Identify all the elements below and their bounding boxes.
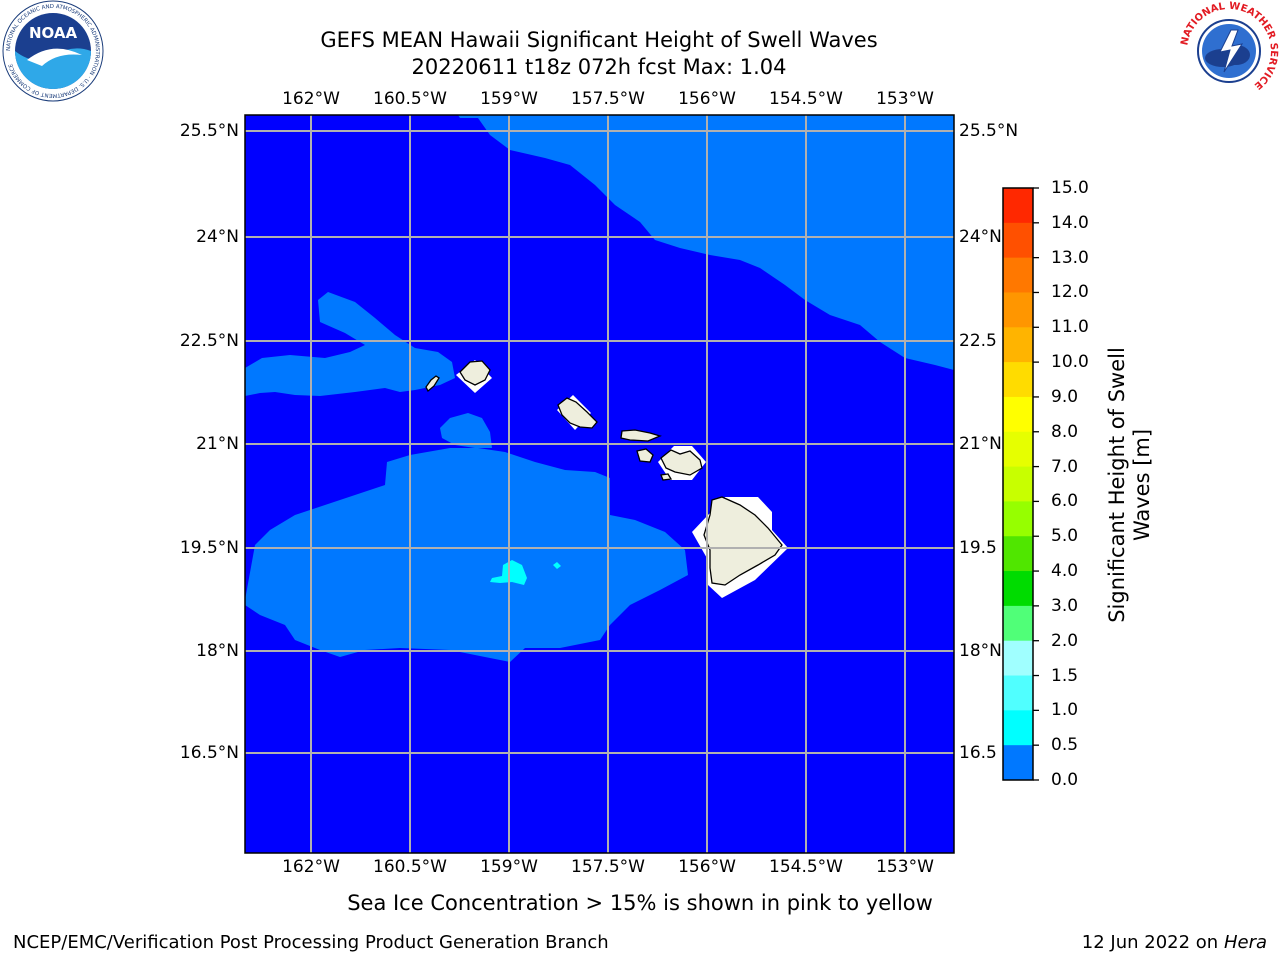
- colorbar-label: 2.0: [1051, 630, 1079, 651]
- swell-region-kauai-channel: [440, 413, 492, 448]
- colorbar-label: 6.0: [1051, 491, 1079, 512]
- colorbar-label: 1.5: [1051, 665, 1079, 686]
- lon-tick-bottom-162w: 162°W: [282, 857, 340, 877]
- producer-credit: NCEP/EMC/Verification Post Processing Pr…: [13, 932, 609, 953]
- colorbar-segment: [1003, 571, 1033, 607]
- lon-tick-top-153w: 153°W: [876, 89, 934, 109]
- lat-tick-right-22-5n: 22.5: [959, 331, 997, 351]
- colorbar-segment: [1003, 188, 1033, 224]
- colorbar-segment: [1003, 396, 1033, 433]
- lat-tick-left-24n: 24°N: [196, 227, 239, 247]
- colorbar-segment: [1003, 222, 1033, 259]
- colorbar-segment: [1003, 362, 1033, 398]
- lat-tick-right-21n: 21°N: [959, 434, 1002, 454]
- island-niihau: [425, 375, 440, 393]
- lat-tick-left-19-5n: 19.5°N: [179, 538, 239, 558]
- lat-tick-right-18n: 18°N: [959, 641, 1002, 661]
- island-lanai: [636, 448, 654, 463]
- swell-peak-spot: [553, 562, 561, 569]
- sea-ice-footnote: Sea Ice Concentration > 15% is shown in …: [347, 891, 933, 915]
- map-frame: [244, 114, 955, 854]
- lon-tick-top-162w: 162°W: [282, 89, 340, 109]
- lat-tick-left-18n: 18°N: [196, 641, 239, 661]
- colorbar-label: 0.0: [1051, 770, 1079, 790]
- colorbar-label: 5.0: [1051, 526, 1079, 547]
- lon-tick-top-156w: 156°W: [678, 89, 736, 109]
- island-kauai: [459, 360, 491, 386]
- lon-tick-bottom-153w: 153°W: [876, 857, 934, 877]
- lat-tick-right-19-5n: 19.5: [959, 538, 997, 558]
- nws-logo: NATIONAL WEATHER SERVICE: [1179, 1, 1279, 101]
- colorbar-label: 15.0: [1051, 178, 1089, 198]
- lat-tick-left-16-5n: 16.5°N: [179, 743, 239, 763]
- lon-tick-bottom-159w: 159°W: [480, 857, 538, 877]
- colorbar-label: 8.0: [1051, 421, 1079, 442]
- swell-region-south: [245, 448, 688, 662]
- swell-region-northwest: [245, 292, 455, 396]
- colorbar-segment: [1003, 640, 1033, 677]
- colorbar-segment: [1003, 431, 1033, 468]
- host-name: Hera: [1223, 932, 1267, 953]
- noaa-logo: NATIONAL OCEANIC AND ATMOSPHERIC ADMINIS…: [2, 0, 104, 102]
- colorbar-label: 14.0: [1051, 212, 1089, 233]
- colorbar-label: 0.5: [1051, 735, 1079, 756]
- colorbar-frame: [1002, 187, 1034, 781]
- island-oahu: [557, 397, 598, 429]
- colorbar-segment: [1003, 605, 1033, 642]
- lat-tick-left-21n: 21°N: [196, 434, 239, 454]
- colorbar-label: 7.0: [1051, 456, 1079, 477]
- island-maui: [660, 449, 703, 476]
- lon-tick-top-154-5w: 154.5°W: [769, 89, 843, 109]
- lat-tick-right-24n: 24°N: [959, 227, 1002, 247]
- lon-tick-bottom-156w: 156°W: [678, 857, 736, 877]
- colorbar-segment: [1003, 257, 1033, 293]
- lon-tick-bottom-160-5w: 160.5°W: [373, 857, 447, 877]
- colorbar-label: 11.0: [1051, 317, 1089, 338]
- colorbar-segment: [1003, 501, 1033, 537]
- colorbar-title: Significant Height of Swell Waves [m]: [1105, 347, 1155, 623]
- colorbar-label: 1.0: [1051, 700, 1079, 721]
- lat-tick-left-25-5n: 25.5°N: [179, 121, 239, 141]
- island-kahoolawe: [660, 473, 673, 481]
- colorbar-segment: [1003, 536, 1033, 572]
- colorbar-title-line1: Significant Height of Swell: [1105, 347, 1129, 623]
- lat-tick-right-25-5n: 25.5°N: [959, 121, 1019, 141]
- graticule: [245, 115, 954, 853]
- lon-tick-top-160-5w: 160.5°W: [373, 89, 447, 109]
- lon-tick-bottom-157-5w: 157.5°W: [571, 857, 645, 877]
- colorbar-label: 4.0: [1051, 561, 1079, 582]
- colorbar-segment: [1003, 327, 1033, 363]
- colorbar-label: 10.0: [1051, 352, 1089, 373]
- map-subtitle: 20220611 t18z 072h fcst Max: 1.04: [411, 55, 787, 79]
- colorbar: [1003, 188, 1033, 781]
- lat-tick-right-16-5n: 16.5: [959, 743, 997, 763]
- lat-tick-left-22-5n: 22.5°N: [179, 331, 239, 351]
- colorbar-label: 12.0: [1051, 282, 1089, 303]
- colorbar-segment: [1003, 710, 1033, 746]
- island-molokai: [620, 429, 662, 442]
- run-date-credit: 12 Jun 2022 on Hera: [1082, 932, 1267, 954]
- noaa-logo-text: NOAA: [29, 24, 78, 42]
- colorbar-label: 13.0: [1051, 247, 1089, 268]
- lon-tick-top-157-5w: 157.5°W: [571, 89, 645, 109]
- colorbar-segment: [1003, 675, 1033, 711]
- colorbar-segment: [1003, 466, 1033, 502]
- colorbar-label: 3.0: [1051, 595, 1079, 616]
- colorbar-segment: [1003, 292, 1033, 328]
- map-title: GEFS MEAN Hawaii Significant Height of S…: [320, 28, 878, 52]
- colorbar-label: 9.0: [1051, 386, 1079, 407]
- colorbar-title-line2: Waves [m]: [1130, 428, 1154, 542]
- lon-tick-top-159w: 159°W: [480, 89, 538, 109]
- lon-tick-bottom-154-5w: 154.5°W: [769, 857, 843, 877]
- run-date: 12 Jun 2022 on: [1081, 932, 1219, 953]
- colorbar-segment: [1003, 745, 1033, 781]
- colorbar-ticks: [1033, 187, 1039, 781]
